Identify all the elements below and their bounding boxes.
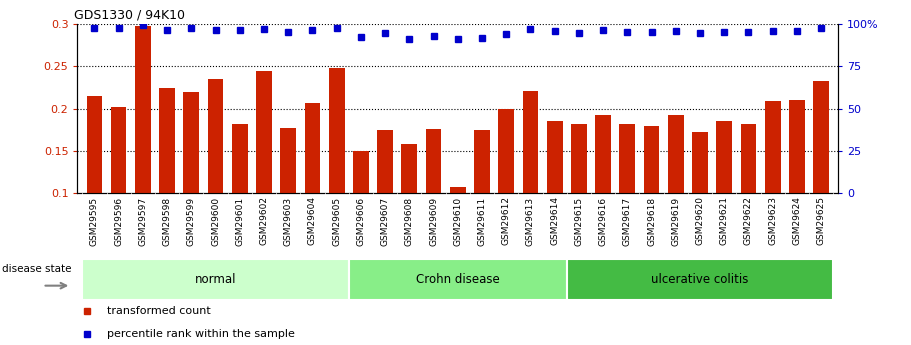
Text: GDS1330 / 94K10: GDS1330 / 94K10	[74, 9, 185, 22]
Text: GSM29618: GSM29618	[647, 196, 656, 246]
Bar	[377, 130, 393, 278]
Bar	[82, 259, 349, 300]
Text: GSM29624: GSM29624	[793, 196, 802, 245]
Text: GSM29612: GSM29612	[502, 196, 511, 246]
Text: GSM29596: GSM29596	[114, 196, 123, 246]
Text: transformed count: transformed count	[107, 306, 210, 316]
Text: GSM29611: GSM29611	[477, 196, 486, 246]
Bar	[789, 100, 804, 278]
Bar	[450, 187, 466, 278]
Text: GSM29619: GSM29619	[671, 196, 681, 246]
Bar	[256, 71, 271, 278]
Text: GSM29608: GSM29608	[404, 196, 414, 246]
Text: GSM29599: GSM29599	[187, 196, 196, 246]
Text: GSM29603: GSM29603	[283, 196, 292, 246]
Bar	[474, 130, 490, 278]
Bar	[571, 124, 587, 278]
Text: GSM29622: GSM29622	[744, 196, 753, 245]
Bar	[619, 124, 635, 278]
Text: Crohn disease: Crohn disease	[416, 273, 499, 286]
Bar	[765, 101, 781, 278]
Text: GSM29613: GSM29613	[526, 196, 535, 246]
Text: GSM29600: GSM29600	[211, 196, 220, 246]
Text: GSM29604: GSM29604	[308, 196, 317, 246]
Bar	[281, 128, 296, 278]
Text: GSM29615: GSM29615	[575, 196, 583, 246]
Bar	[814, 81, 829, 278]
Bar	[329, 68, 344, 278]
Bar	[353, 151, 369, 278]
Text: GSM29606: GSM29606	[356, 196, 365, 246]
Text: normal: normal	[195, 273, 236, 286]
Text: GSM29602: GSM29602	[260, 196, 269, 246]
Text: GSM29616: GSM29616	[599, 196, 608, 246]
Bar	[425, 129, 442, 278]
Text: GSM29610: GSM29610	[454, 196, 462, 246]
Text: GSM29614: GSM29614	[550, 196, 559, 246]
Text: GSM29625: GSM29625	[816, 196, 825, 246]
Text: GSM29601: GSM29601	[235, 196, 244, 246]
Bar	[135, 26, 150, 278]
Text: GSM29598: GSM29598	[162, 196, 171, 246]
Text: disease state: disease state	[2, 264, 71, 274]
Text: GSM29621: GSM29621	[720, 196, 729, 246]
Bar	[402, 144, 417, 278]
Bar	[567, 259, 834, 300]
Text: GSM29595: GSM29595	[90, 196, 99, 246]
Bar	[741, 124, 756, 278]
Bar	[523, 91, 538, 278]
Text: GSM29617: GSM29617	[623, 196, 632, 246]
Bar	[716, 121, 732, 278]
Bar	[232, 124, 248, 278]
Bar	[498, 109, 514, 278]
Bar	[111, 107, 127, 278]
Text: percentile rank within the sample: percentile rank within the sample	[107, 329, 294, 339]
Bar	[668, 116, 683, 278]
Bar	[304, 103, 321, 278]
Bar	[208, 79, 223, 278]
Text: GSM29597: GSM29597	[138, 196, 148, 246]
Text: ulcerative colitis: ulcerative colitis	[651, 273, 749, 286]
Bar	[159, 88, 175, 278]
Bar	[87, 96, 102, 278]
Text: GSM29607: GSM29607	[381, 196, 390, 246]
Bar	[349, 259, 567, 300]
Bar	[183, 92, 200, 278]
Text: GSM29623: GSM29623	[768, 196, 777, 246]
Bar	[644, 126, 660, 278]
Text: GSM29605: GSM29605	[333, 196, 341, 246]
Bar	[595, 116, 611, 278]
Bar	[547, 121, 563, 278]
Text: GSM29609: GSM29609	[429, 196, 438, 246]
Text: GSM29620: GSM29620	[695, 196, 704, 246]
Bar	[692, 132, 708, 278]
